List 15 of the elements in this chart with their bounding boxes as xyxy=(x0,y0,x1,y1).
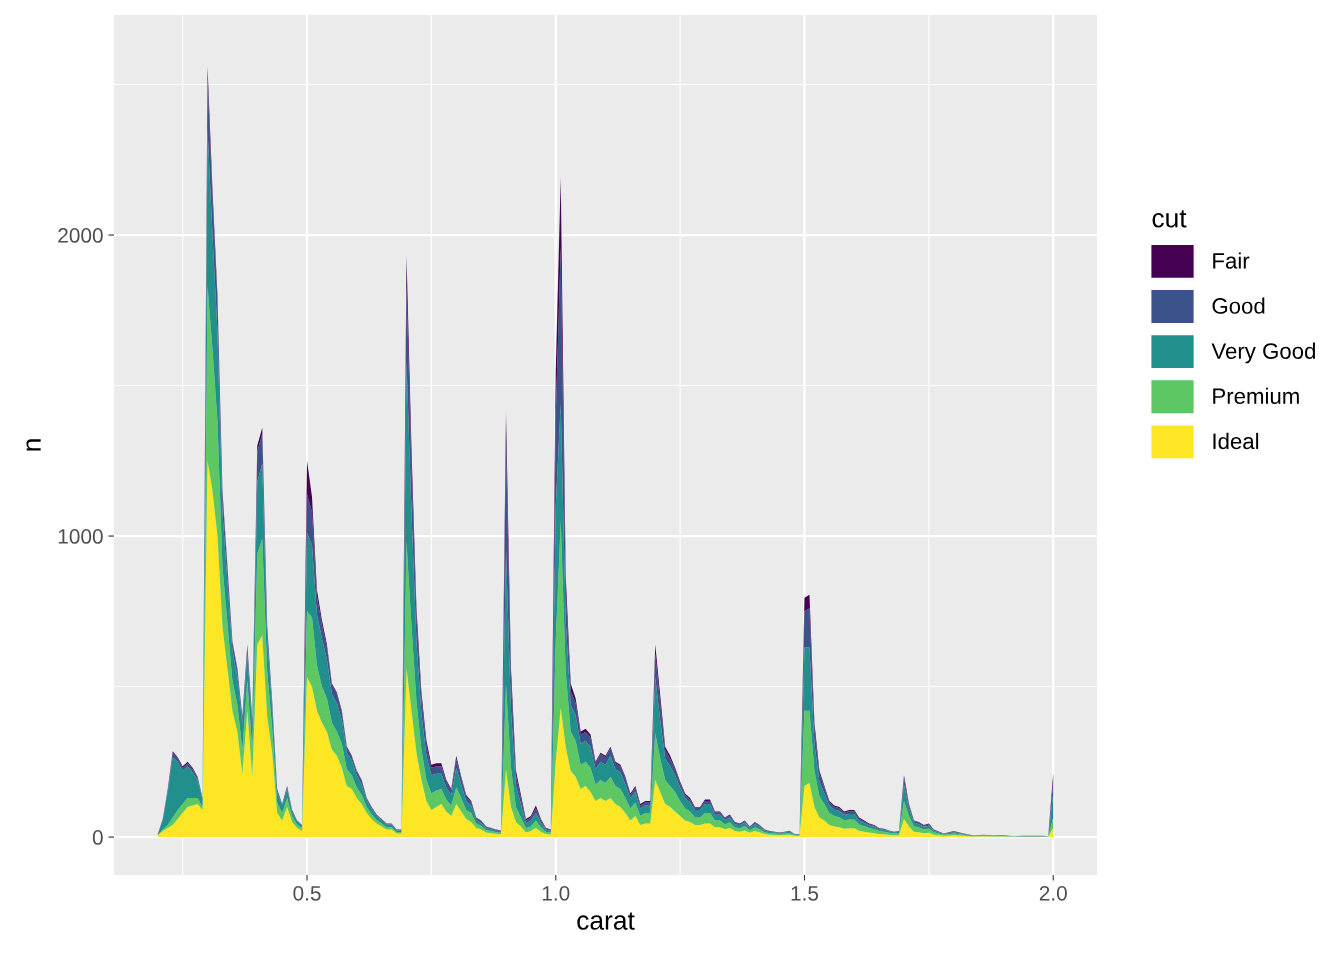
y-tick-label: 2000 xyxy=(58,228,103,243)
legend-label: Ideal xyxy=(1213,432,1259,450)
legend-label: Very Good xyxy=(1211,342,1315,364)
legend-label: Good xyxy=(1212,297,1265,314)
legend-label: Premium xyxy=(1213,387,1299,405)
x-tick-label: 1.5 xyxy=(791,886,819,901)
y-tick-label: 1000 xyxy=(58,529,103,544)
x-tick-label: 1.0 xyxy=(542,885,570,901)
x-tick-label: 0.5 xyxy=(293,885,321,901)
x-tick-label: 2.0 xyxy=(1039,885,1067,901)
legend-label: Fair xyxy=(1213,252,1250,269)
x-axis-title: carat xyxy=(577,912,635,930)
y-axis-title: n xyxy=(26,439,41,451)
legend-title: cut xyxy=(1152,210,1187,228)
y-tick-label: 0 xyxy=(92,830,103,845)
